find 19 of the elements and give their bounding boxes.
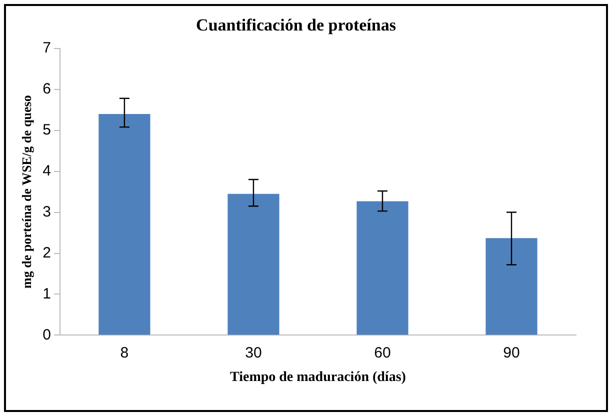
x-tick-label: 30 bbox=[245, 344, 262, 362]
bar bbox=[356, 201, 408, 335]
x-axis-title: Tiempo de maduración (días) bbox=[230, 370, 406, 386]
y-tick-label: 1 bbox=[42, 285, 51, 302]
y-tick-label: 2 bbox=[42, 244, 51, 262]
y-tick-label: 4 bbox=[42, 162, 51, 180]
y-tick-label: 5 bbox=[42, 121, 51, 138]
y-tick-label: 7 bbox=[42, 40, 51, 57]
y-axis-title: mg de porteína de WSE/g de queso bbox=[19, 95, 34, 288]
bar bbox=[228, 194, 280, 335]
bar bbox=[98, 114, 150, 335]
x-tick-label: 90 bbox=[503, 344, 520, 362]
y-tick-label: 6 bbox=[42, 80, 51, 98]
chart-title: Cuantificación de proteínas bbox=[196, 16, 396, 35]
y-tick-label: 0 bbox=[42, 326, 51, 344]
y-tick-label: 3 bbox=[42, 203, 51, 220]
x-tick-label: 60 bbox=[374, 344, 391, 362]
bar bbox=[486, 238, 538, 335]
x-tick-label: 8 bbox=[120, 344, 129, 362]
